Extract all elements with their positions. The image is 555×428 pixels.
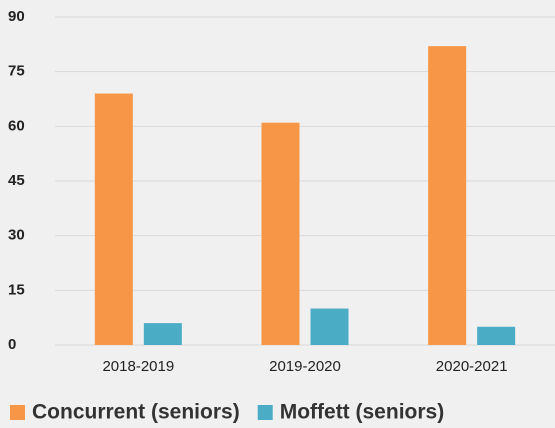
y-tick-label: 30	[8, 227, 25, 244]
legend-label: Concurrent (seniors)	[32, 401, 240, 424]
y-tick-label: 0	[8, 336, 16, 353]
x-tick-label: 2018-2019	[102, 358, 174, 375]
x-tick-label: 2019-2020	[269, 358, 341, 375]
bar	[143, 323, 182, 345]
bar	[94, 93, 133, 346]
y-tick-label: 60	[8, 117, 25, 134]
x-tick-label: 2020-2021	[436, 358, 508, 375]
legend-swatch	[257, 405, 273, 420]
y-tick-label: 45	[8, 172, 25, 189]
bar	[428, 46, 467, 346]
legend-swatch	[10, 405, 25, 420]
y-tick-label: 90	[8, 8, 25, 25]
legend-label: Moffett (seniors)	[280, 401, 445, 424]
bar	[310, 308, 349, 345]
bar	[261, 122, 300, 345]
bar	[477, 326, 516, 345]
y-tick-label: 75	[8, 63, 25, 80]
y-tick-label: 15	[8, 281, 25, 298]
